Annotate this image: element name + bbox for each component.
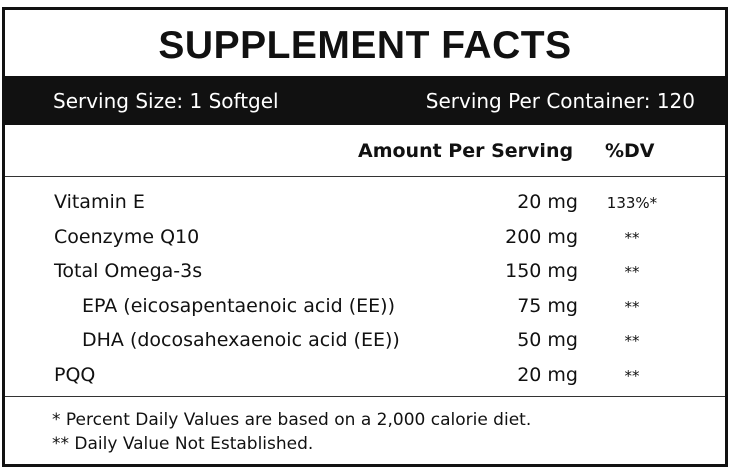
amount: 150 mg	[505, 260, 578, 283]
amount: 75 mg	[517, 294, 578, 317]
footnote: ** Daily Value Not Established.	[52, 434, 314, 454]
divider	[5, 176, 725, 177]
title: SUPPLEMENT FACTS	[158, 24, 572, 67]
daily-value: **	[624, 297, 640, 316]
serving-band: Serving Size: 1 Softgel Serving Per Cont…	[5, 76, 725, 125]
amount: 50 mg	[517, 329, 578, 352]
nutrient-name: Vitamin E	[54, 191, 145, 213]
amount: 20 mg	[517, 364, 578, 386]
servings-per-container: Serving Per Container: 120	[425, 89, 695, 113]
nutrient-name: DHA (docosahexaenoic acid (EE))	[82, 329, 400, 352]
divider	[5, 396, 725, 397]
serving-size: Serving Size: 1 Softgel	[53, 89, 279, 113]
footnote: * Percent Daily Values are based on a 2,…	[52, 410, 532, 430]
daily-value: **	[624, 332, 640, 351]
nutrient-name: Total Omega-3s	[54, 260, 203, 283]
facts-panel: SUPPLEMENT FACTS Serving Size: 1 Softgel…	[2, 7, 728, 467]
column-header: Amount Per Serving	[358, 140, 574, 162]
amount: 20 mg	[517, 191, 578, 213]
daily-value: 133%*	[606, 194, 658, 212]
nutrient-name: PQQ	[54, 364, 96, 386]
column-header: %DV	[605, 140, 655, 162]
daily-value: **	[624, 263, 640, 282]
amount: 200 mg	[505, 225, 578, 248]
daily-value: **	[624, 367, 640, 385]
nutrient-name: EPA (eicosapentaenoic acid (EE))	[82, 294, 395, 317]
daily-value: **	[624, 228, 640, 247]
nutrient-name: Coenzyme Q10	[54, 225, 200, 248]
